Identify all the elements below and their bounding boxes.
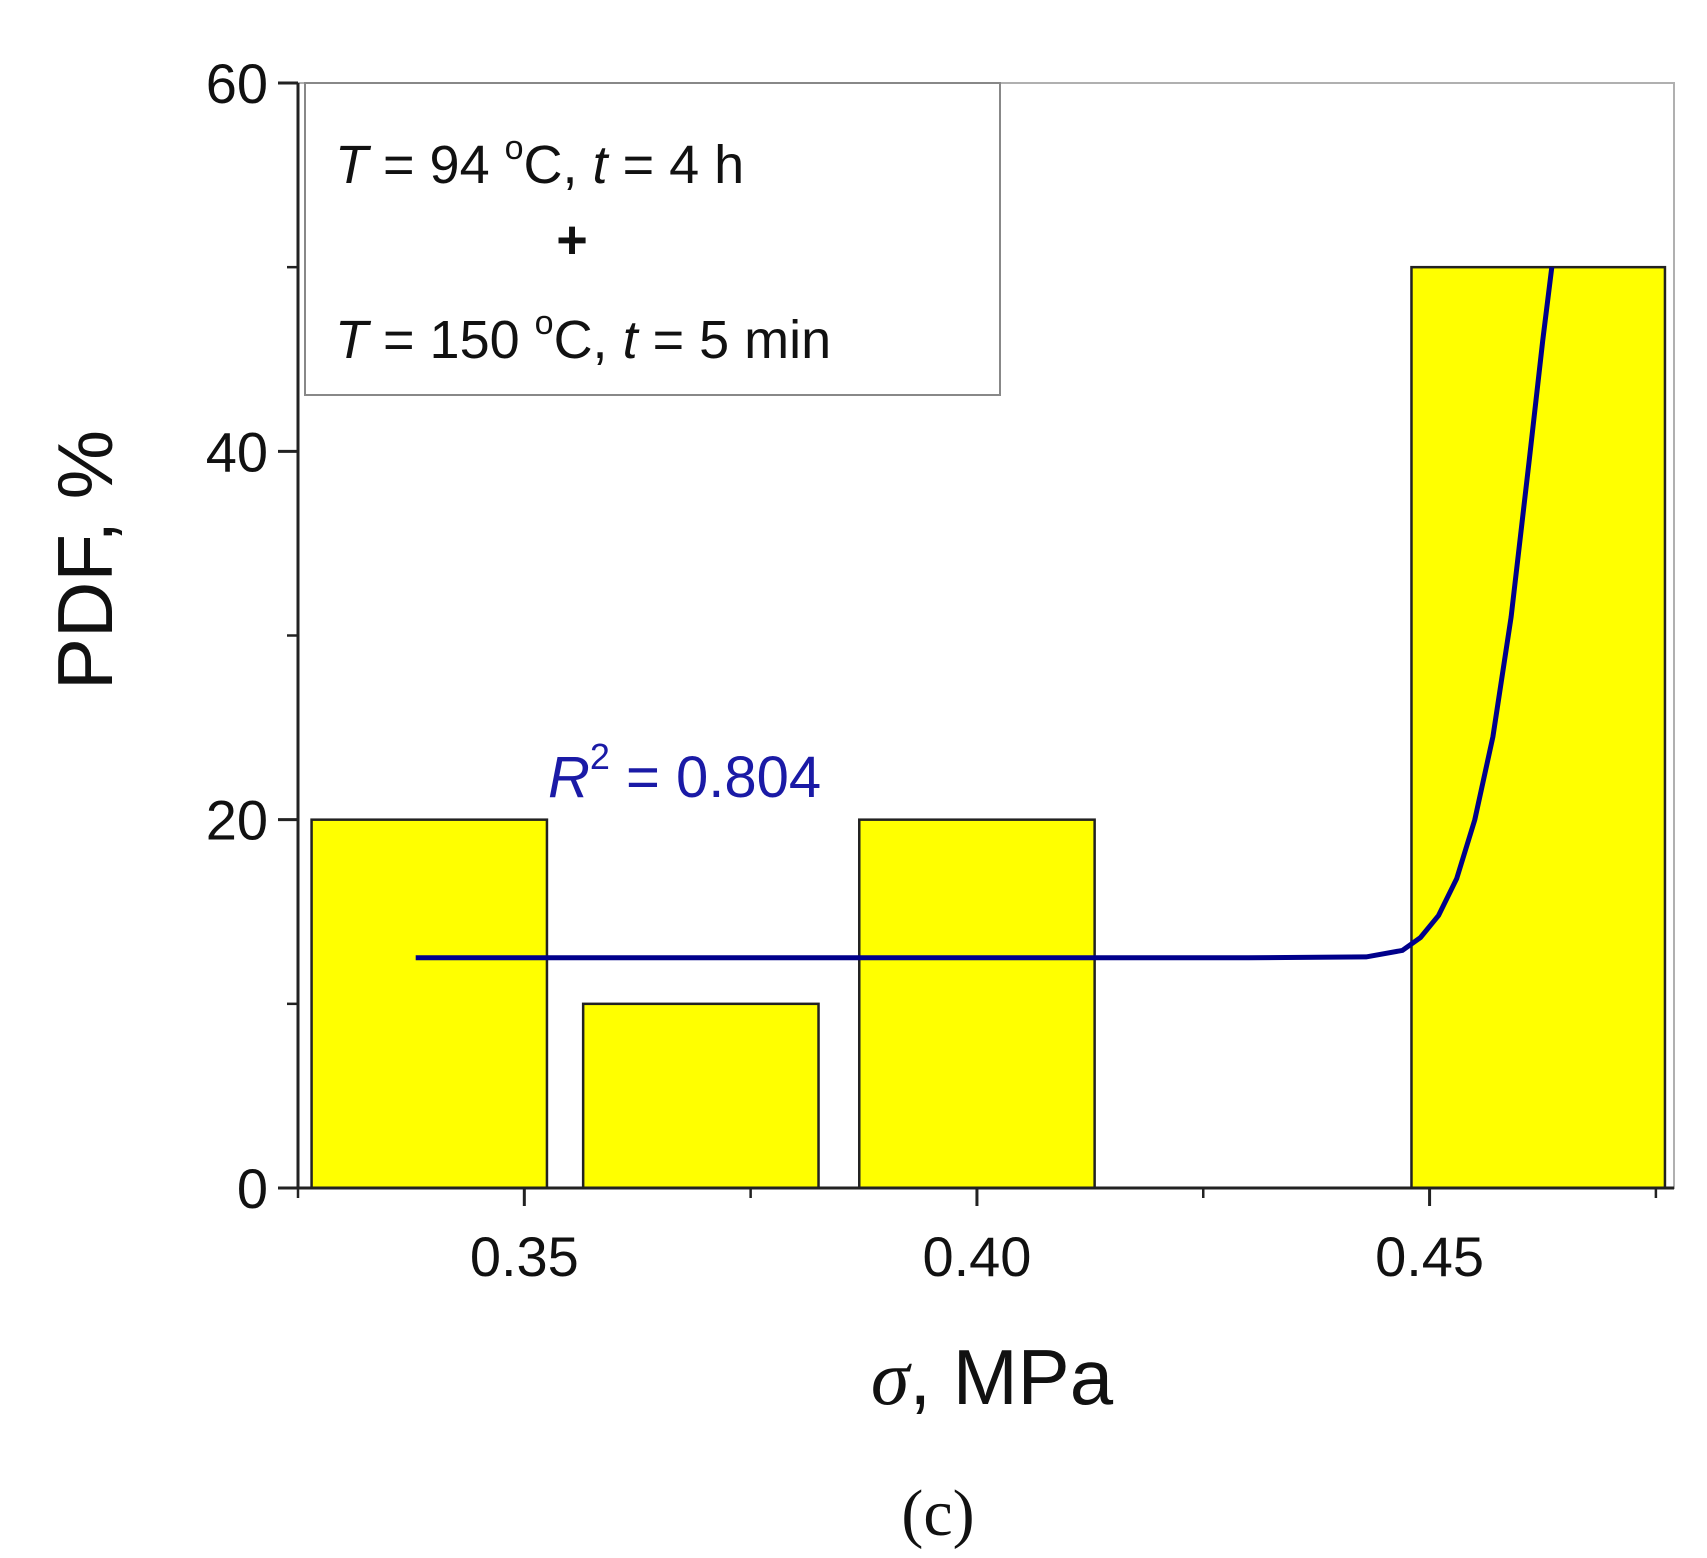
legend-frame — [304, 82, 1001, 396]
bars-layer — [310, 265, 1667, 1190]
histogram-bar-4 — [1410, 265, 1667, 1190]
histogram-bar-3 — [858, 818, 1096, 1190]
panel-label: (c) — [901, 1477, 974, 1550]
y-tick-label: 0 — [237, 1157, 268, 1220]
ticks-layer: 0 20 40 60 0.35 0.40 0.45 — [206, 52, 1658, 1288]
x-tick-label: 0.45 — [1375, 1225, 1484, 1288]
x-tick-label: 0.35 — [470, 1225, 579, 1288]
histogram-bar-2 — [581, 1002, 820, 1190]
legend-line-2: T = 150 oC, t = 5 min — [335, 304, 831, 370]
y-axis-title: PDF, % — [41, 430, 129, 690]
fit-r-squared-label: R2 = 0.804 — [548, 736, 821, 810]
y-tick-label: 20 — [206, 789, 268, 852]
x-axis-title: σ, MPa — [871, 1333, 1114, 1421]
y-tick-label: 60 — [206, 52, 268, 115]
legend-line-1: T = 94 oC, t = 4 h — [335, 129, 744, 195]
legend-plus: + — [556, 210, 588, 270]
fit-curve — [415, 266, 1555, 961]
histogram-bar-1 — [310, 818, 549, 1190]
x-tick-label: 0.40 — [922, 1225, 1031, 1288]
legend-box: T = 94 oC, t = 4 h + T = 150 oC, t = 5 m… — [304, 82, 1001, 396]
y-tick-label: 40 — [206, 420, 268, 483]
